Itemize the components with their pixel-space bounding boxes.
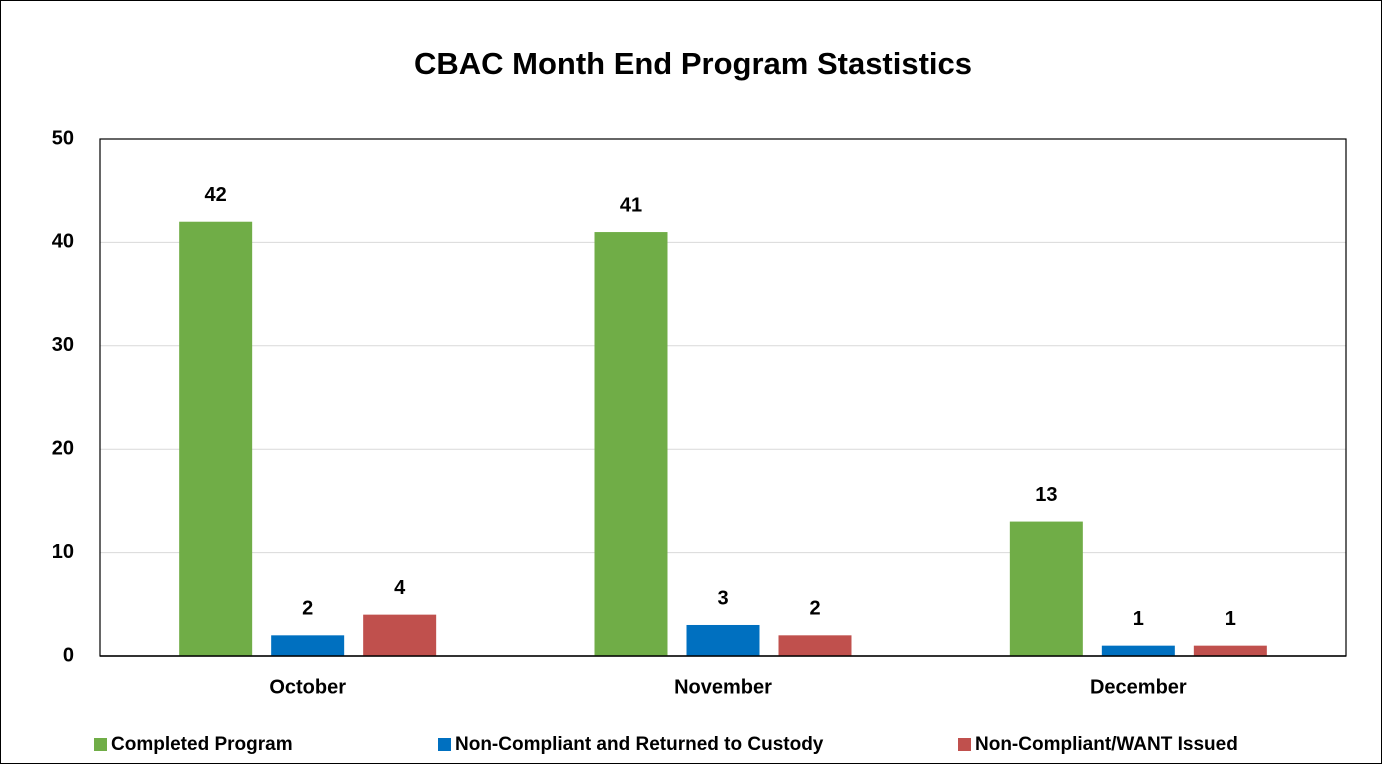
bar [363,614,437,656]
y-tick-label: 30 [52,334,74,356]
bar [1101,645,1175,656]
data-label: 13 [1035,484,1057,506]
data-label: 1 [1225,608,1236,630]
x-tick-label: October [269,676,346,698]
y-tick-label: 0 [63,644,74,666]
y-tick-label: 20 [52,437,74,459]
data-label: 42 [205,184,227,206]
data-label: 2 [809,598,820,620]
data-label: 2 [302,598,313,620]
bar [1193,645,1267,656]
x-tick-label: November [674,676,772,698]
bar [1009,521,1083,656]
y-tick-label: 10 [52,541,74,563]
y-tick-label: 50 [52,127,74,149]
legend-label: Non-Compliant/WANT Issued [975,734,1238,755]
data-label: 1 [1133,608,1144,630]
bar [179,221,253,656]
bar [686,624,760,656]
legend-swatch [958,738,971,751]
data-label: 3 [717,587,728,609]
data-label: 41 [620,194,642,216]
legend-label: Completed Program [111,734,293,755]
legend-label: Non-Compliant and Returned to Custody [455,734,824,755]
bar [271,635,345,656]
chart-title: CBAC Month End Program Stastistics [414,46,972,81]
legend-swatch [94,738,107,751]
data-label: 4 [394,577,406,599]
bar [778,635,852,656]
y-tick-label: 40 [52,231,74,253]
legend-swatch [438,738,451,751]
bar [594,232,668,656]
x-tick-label: December [1090,676,1187,698]
